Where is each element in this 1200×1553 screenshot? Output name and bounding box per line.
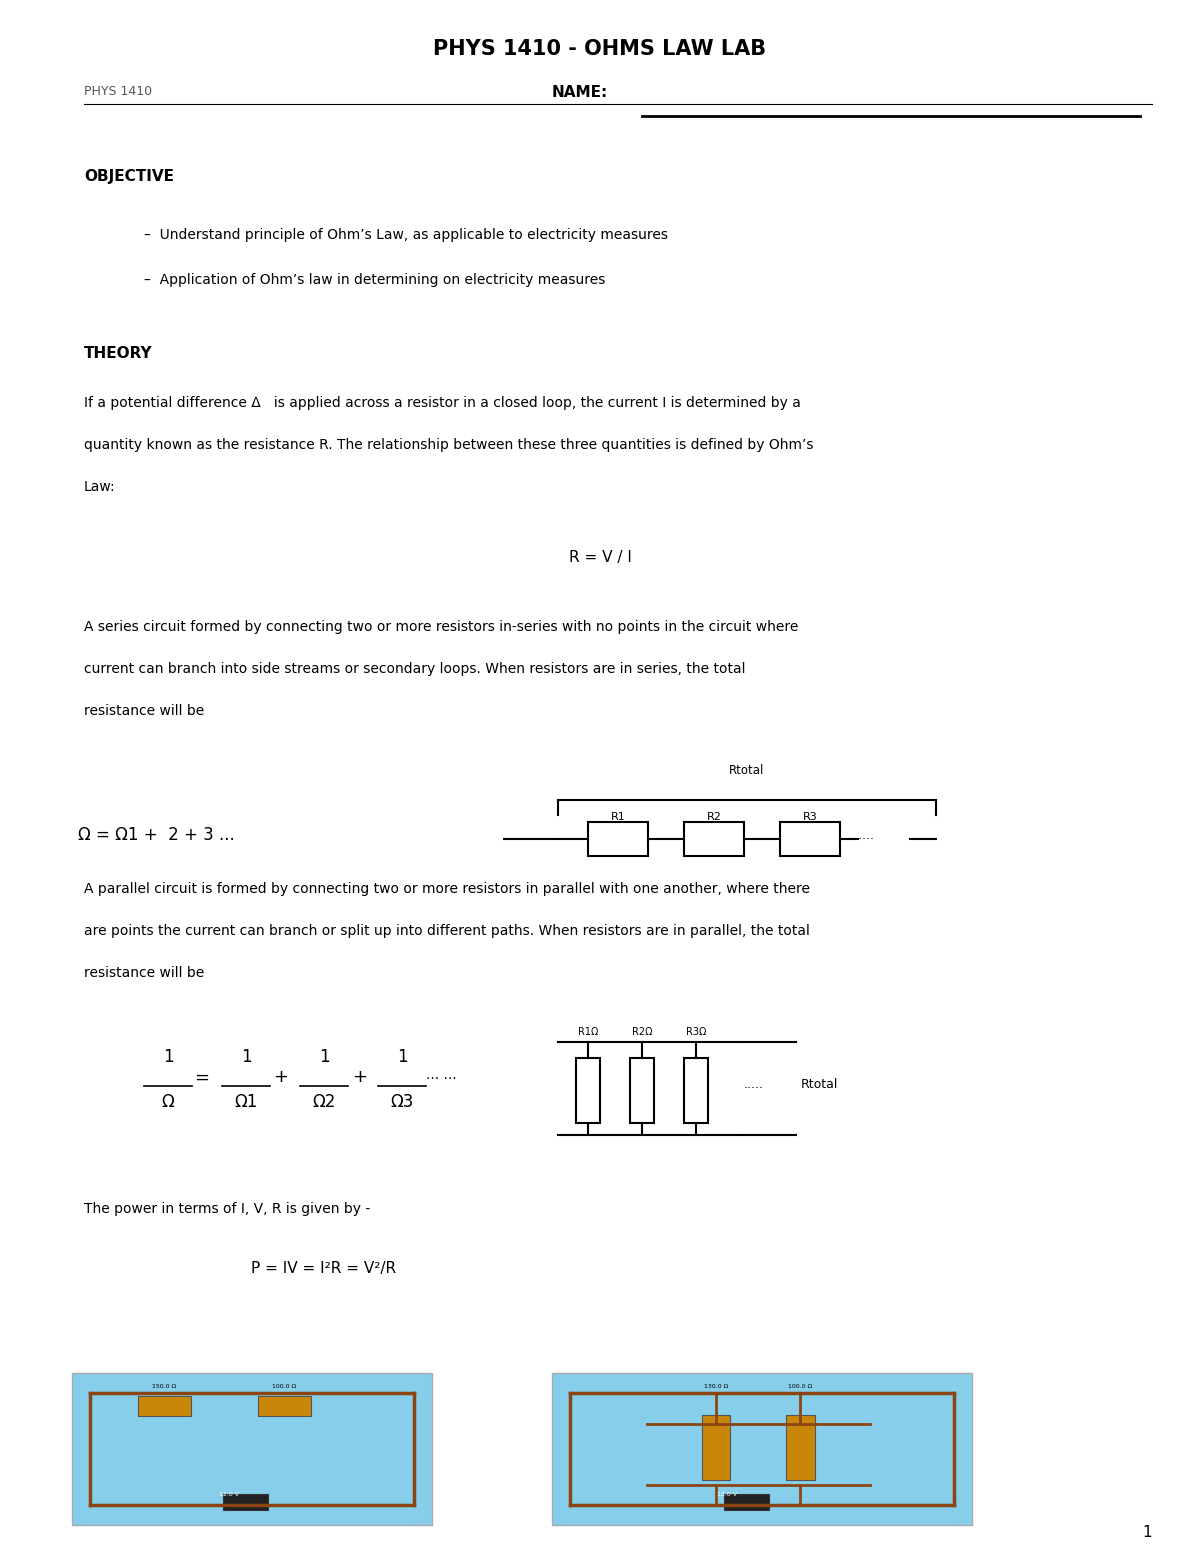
Text: 1: 1 (319, 1048, 329, 1067)
Text: THEORY: THEORY (84, 346, 152, 362)
Text: Ω1: Ω1 (234, 1093, 258, 1112)
Text: Ω: Ω (162, 1093, 174, 1112)
Text: R2Ω: R2Ω (631, 1027, 653, 1036)
Text: A parallel circuit is formed by connecting two or more resistors in parallel wit: A parallel circuit is formed by connecti… (84, 882, 810, 896)
Text: quantity known as the resistance R. The relationship between these three quantit: quantity known as the resistance R. The … (84, 438, 814, 452)
FancyBboxPatch shape (223, 1494, 269, 1510)
Text: –  Application of Ohm’s law in determining on electricity measures: – Application of Ohm’s law in determinin… (144, 273, 605, 287)
Text: The power in terms of I, V, R is given by -: The power in terms of I, V, R is given b… (84, 1202, 371, 1216)
FancyBboxPatch shape (786, 1415, 815, 1480)
Text: PHYS 1410 - OHMS LAW LAB: PHYS 1410 - OHMS LAW LAB (433, 39, 767, 59)
FancyBboxPatch shape (258, 1396, 311, 1416)
FancyBboxPatch shape (588, 822, 648, 856)
Text: P = IV = I²R = V²/R: P = IV = I²R = V²/R (252, 1261, 396, 1277)
Text: R = V / I: R = V / I (569, 550, 631, 565)
Text: R1Ω: R1Ω (578, 1027, 598, 1036)
Text: R3: R3 (803, 812, 817, 822)
FancyBboxPatch shape (138, 1396, 191, 1416)
Text: are points the current can branch or split up into different paths. When resisto: are points the current can branch or spl… (84, 924, 810, 938)
Text: resistance will be: resistance will be (84, 966, 204, 980)
Text: Rtotal: Rtotal (800, 1078, 838, 1090)
Text: Rtotal: Rtotal (728, 764, 764, 776)
Text: Ω3: Ω3 (390, 1093, 414, 1112)
Text: 1: 1 (397, 1048, 407, 1067)
FancyBboxPatch shape (684, 1058, 708, 1123)
Text: 100.0 Ω: 100.0 Ω (788, 1384, 812, 1388)
Text: OBJECTIVE: OBJECTIVE (84, 169, 174, 185)
Text: 130.0 Ω: 130.0 Ω (703, 1384, 728, 1388)
Text: +: + (353, 1068, 367, 1087)
Text: If a potential difference Δ   is applied across a resistor in a closed loop, the: If a potential difference Δ is applied a… (84, 396, 800, 410)
Text: 12.0 V: 12.0 V (718, 1492, 738, 1497)
Text: 12.0 V: 12.0 V (220, 1492, 239, 1497)
Text: –  Understand principle of Ohm’s Law, as applicable to electricity measures: – Understand principle of Ohm’s Law, as … (144, 228, 668, 242)
Text: 100.0 Ω: 100.0 Ω (272, 1384, 296, 1388)
Text: Law:: Law: (84, 480, 115, 494)
Text: Ω = Ω1 +  2 + 3 ...: Ω = Ω1 + 2 + 3 ... (78, 826, 234, 845)
FancyBboxPatch shape (702, 1415, 731, 1480)
Text: PHYS 1410: PHYS 1410 (84, 85, 152, 98)
Text: =: = (194, 1068, 209, 1087)
Text: R1: R1 (611, 812, 625, 822)
Text: resistance will be: resistance will be (84, 704, 204, 717)
FancyBboxPatch shape (724, 1494, 769, 1510)
FancyBboxPatch shape (630, 1058, 654, 1123)
FancyBboxPatch shape (684, 822, 744, 856)
Text: .....: ..... (854, 829, 875, 842)
Text: ... ...: ... ... (426, 1068, 457, 1082)
Text: +: + (274, 1068, 288, 1087)
Text: 1: 1 (241, 1048, 251, 1067)
Text: Ω2: Ω2 (312, 1093, 336, 1112)
Text: A series circuit formed by connecting two or more resistors in-series with no po: A series circuit formed by connecting tw… (84, 620, 798, 634)
FancyBboxPatch shape (552, 1373, 972, 1525)
FancyBboxPatch shape (72, 1373, 432, 1525)
FancyBboxPatch shape (780, 822, 840, 856)
Text: R2: R2 (707, 812, 721, 822)
FancyBboxPatch shape (576, 1058, 600, 1123)
Text: 1: 1 (1142, 1525, 1152, 1541)
Text: 150.0 Ω: 150.0 Ω (152, 1384, 176, 1388)
Text: 1: 1 (163, 1048, 173, 1067)
Text: .....: ..... (744, 1078, 764, 1090)
Text: NAME:: NAME: (552, 85, 608, 101)
Text: current can branch into side streams or secondary loops. When resistors are in s: current can branch into side streams or … (84, 662, 745, 676)
Text: R3Ω: R3Ω (686, 1027, 706, 1036)
